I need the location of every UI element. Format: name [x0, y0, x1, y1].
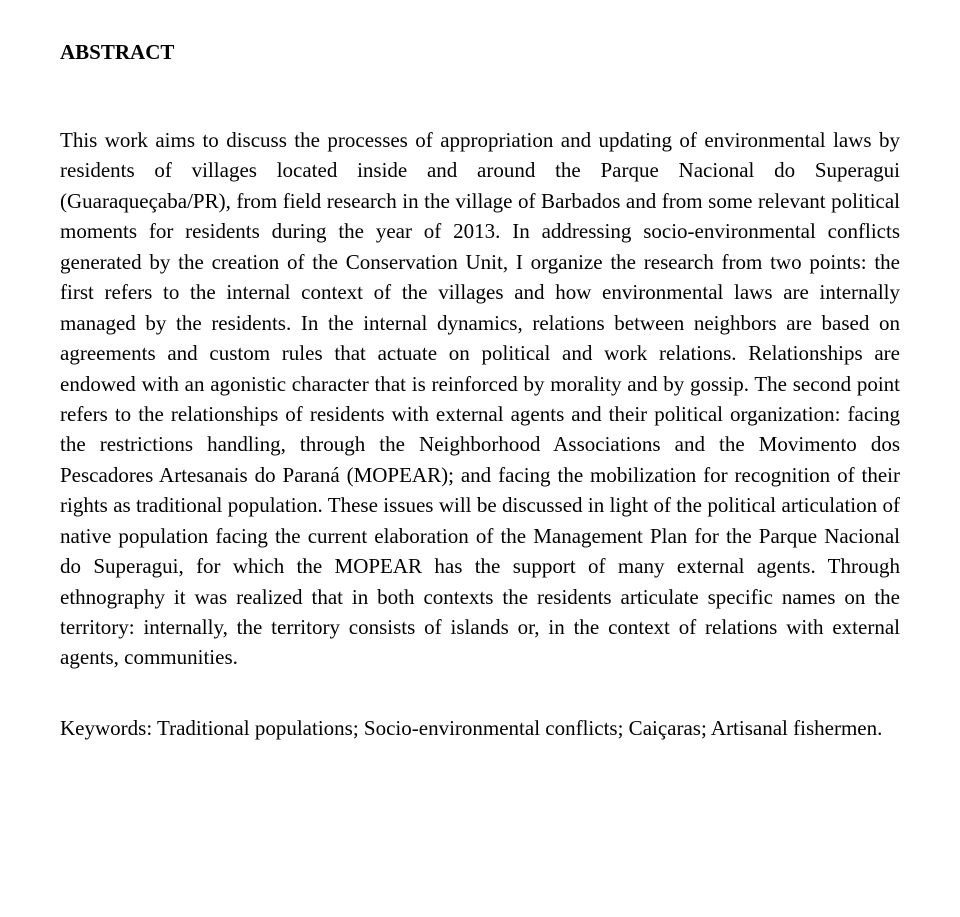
abstract-body: This work aims to discuss the processes …	[60, 125, 900, 673]
keywords-line: Keywords: Traditional populations; Socio…	[60, 713, 900, 743]
abstract-heading: ABSTRACT	[60, 40, 900, 65]
